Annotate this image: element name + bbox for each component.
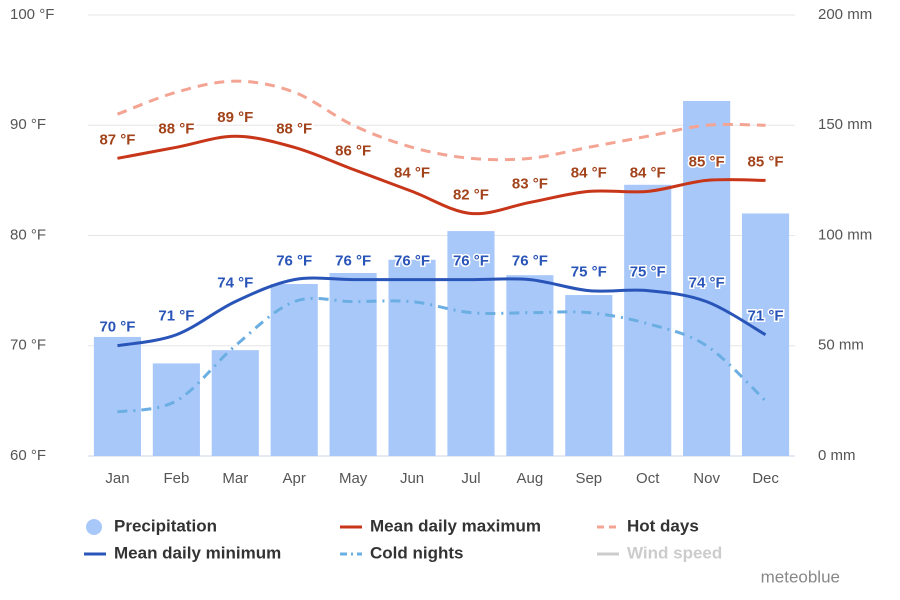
bar (93, 336, 142, 456)
y-tick-label: 70 °F (10, 337, 46, 354)
x-tick-label: Jan (105, 470, 129, 487)
bar (329, 272, 377, 456)
bar (506, 275, 554, 456)
data-label: 75 °F (571, 264, 607, 281)
line (117, 134, 766, 216)
bar (388, 259, 436, 456)
y2-tick-label: 200 mm (818, 6, 872, 23)
x-tick-label: Apr (283, 470, 306, 487)
x-tick-label: Feb (163, 470, 189, 487)
credit: meteoblue (761, 567, 840, 586)
x-tick-label: Aug (517, 470, 544, 487)
legend-label: Mean daily minimum (114, 543, 281, 562)
data-label: 85 °F (748, 153, 784, 170)
data-label: 88 °F (276, 120, 312, 137)
data-label: 74 °F (217, 275, 253, 292)
y2-tick-label: 100 mm (818, 226, 872, 243)
bar (565, 295, 613, 456)
x-tick-label: Dec (752, 470, 779, 487)
legend-label: Precipitation (114, 516, 217, 535)
data-label: 71 °F (158, 308, 194, 325)
x-tick-label: May (339, 470, 368, 487)
x-tick-label: Oct (636, 470, 660, 487)
data-label: 76 °F (512, 253, 548, 270)
data-label: 76 °F (335, 253, 371, 270)
data-label: 84 °F (630, 164, 666, 181)
bar (152, 363, 200, 456)
line (116, 79, 766, 162)
bar (211, 350, 259, 456)
data-label: 70 °F (99, 319, 135, 336)
y2-tick-label: 150 mm (818, 116, 872, 133)
data-label: 75 °F (630, 264, 666, 281)
bar (447, 231, 495, 456)
y-tick-label: 100 °F (10, 6, 54, 23)
x-tick-label: Sep (575, 470, 602, 487)
data-label: 88 °F (158, 120, 194, 137)
x-tick-label: Nov (693, 470, 720, 487)
legend-symbol (86, 519, 102, 535)
data-label: 87 °F (99, 131, 135, 148)
line (117, 296, 767, 414)
bar (683, 100, 731, 457)
y2-tick-label: 50 mm (818, 337, 864, 354)
data-label: 84 °F (394, 164, 430, 181)
data-label: 76 °F (453, 253, 489, 270)
legend-label: Hot days (627, 516, 699, 535)
data-label: 83 °F (512, 175, 548, 192)
data-label: 89 °F (217, 109, 253, 126)
data-label: 74 °F (689, 275, 725, 292)
x-tick-label: Mar (222, 470, 248, 487)
legend-label: Cold nights (370, 543, 463, 562)
y-tick-label: 90 °F (10, 116, 46, 133)
x-tick-label: Jun (400, 470, 424, 487)
data-label: 82 °F (453, 186, 489, 203)
data-label: 86 °F (335, 142, 371, 159)
y-tick-label: 80 °F (10, 226, 46, 243)
legend-label: Wind speed (627, 543, 722, 562)
data-label: 84 °F (571, 164, 607, 181)
legend-label: Mean daily maximum (370, 516, 541, 535)
data-label: 76 °F (394, 253, 430, 270)
y2-tick-label: 0 mm (818, 447, 856, 464)
y-tick-label: 60 °F (10, 447, 46, 464)
data-label: 71 °F (748, 308, 784, 325)
data-label: 76 °F (276, 253, 312, 270)
data-label: 85 °F (689, 153, 725, 170)
bar (270, 284, 318, 456)
x-tick-label: Jul (461, 470, 480, 487)
line (117, 276, 767, 348)
